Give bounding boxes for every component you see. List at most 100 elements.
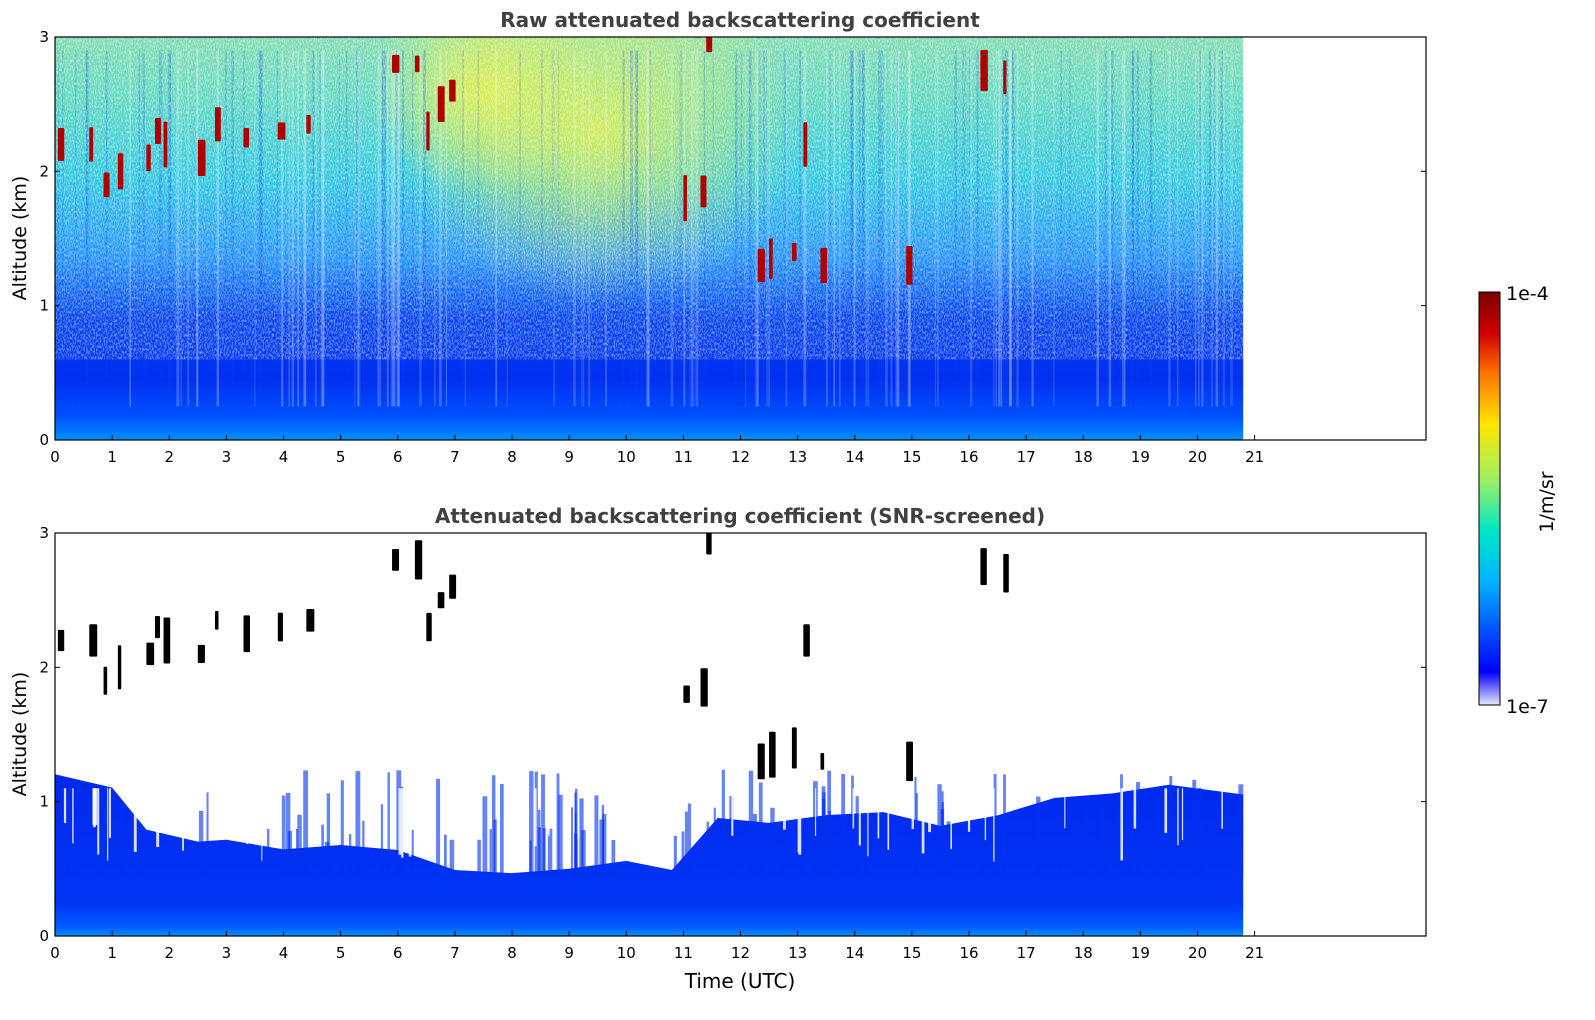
y-tick-label: 2 — [39, 162, 49, 180]
screened-gap — [370, 788, 373, 838]
boundary-layer-plume — [753, 813, 757, 876]
boundary-layer-plume — [73, 838, 79, 876]
screened-gap — [887, 788, 890, 850]
screened-gap — [431, 788, 434, 862]
boundary-layer-plume — [97, 826, 103, 876]
cloud-feature — [163, 121, 168, 168]
boundary-layer-plume — [914, 776, 917, 876]
y-tick-label: 0 — [39, 927, 49, 945]
x-tick-label: 8 — [507, 448, 517, 466]
screened-gap — [72, 788, 74, 844]
cloud-feature — [146, 144, 151, 172]
cloud-feature — [449, 79, 456, 102]
cloud-feature — [803, 122, 808, 167]
boundary-layer-plume — [267, 828, 270, 876]
cloud-feature — [57, 629, 65, 652]
x-tick-label: 17 — [1017, 448, 1036, 466]
x-tick-label: 21 — [1245, 944, 1264, 962]
boundary-layer-plume — [1003, 774, 1006, 876]
boundary-layer-plume — [1071, 820, 1077, 876]
boundary-layer-plume — [849, 835, 853, 876]
boundary-layer-plume — [602, 814, 607, 876]
screened-gap — [700, 788, 703, 829]
boundary-layer-plume — [915, 793, 918, 876]
boundary-layer-plume — [855, 796, 859, 876]
boundary-layer-plume — [713, 807, 716, 876]
boundary-layer-plume — [493, 819, 497, 876]
cloud-feature — [700, 668, 708, 707]
screened-gap — [398, 788, 402, 855]
cloud-feature — [820, 753, 825, 770]
boundary-layer-plume — [673, 835, 677, 876]
x-tick-label: 19 — [1131, 944, 1150, 962]
x-tick-label: 1 — [107, 448, 117, 466]
boundary-layer-plume — [537, 809, 541, 876]
cloud-feature — [197, 644, 205, 663]
x-tick-label: 14 — [845, 944, 864, 962]
screened-gap — [1164, 788, 1168, 833]
cloud-feature — [306, 114, 311, 134]
cloud-feature — [426, 612, 432, 642]
screened-gap — [798, 788, 802, 855]
screened-gap — [577, 788, 580, 840]
boundary-layer-plume — [684, 811, 688, 876]
boundary-layer-plume — [821, 786, 826, 876]
x-tick-label: 2 — [164, 448, 174, 466]
boundary-layer — [55, 774, 1244, 936]
boundary-layer-plume — [1238, 784, 1244, 876]
boundary-layer-plume — [1086, 801, 1089, 876]
boundary-layer-plume — [594, 795, 599, 876]
boundary-layer-plume — [574, 788, 578, 876]
boundary-layer-plume — [681, 831, 685, 876]
boundary-layer-plume — [748, 770, 754, 876]
x-tick-label: 0 — [50, 944, 60, 962]
heatmap-area — [55, 37, 1244, 440]
boundary-layer-plume — [1099, 804, 1105, 876]
x-axis-label: Time (UTC) — [684, 969, 796, 993]
cloud-feature — [103, 666, 108, 695]
cloud-feature — [820, 247, 828, 283]
screened-gap — [261, 788, 263, 861]
cloud-feature — [89, 624, 98, 657]
boundary-layer-plume — [827, 770, 832, 876]
boundary-layer-plume — [1192, 779, 1197, 876]
screened-gap — [630, 788, 633, 857]
screened-gap — [1221, 788, 1223, 829]
x-tick-label: 0 — [50, 448, 60, 466]
x-tick-label: 15 — [902, 448, 921, 466]
boundary-layer-plume — [482, 796, 488, 876]
boundary-layer-plume — [387, 772, 390, 876]
x-axis: 0 1 2 3 4 5 6 7 8 9 10 11 12 13 14 15 16 17 18 19 20 21 — [50, 931, 1264, 962]
boundary-layer-plume — [449, 839, 455, 876]
cloud-feature — [214, 611, 219, 630]
cloud-feature — [757, 743, 765, 780]
boundary-layer-plume — [443, 834, 447, 876]
boundary-layer-plume — [206, 792, 209, 876]
raw-backscatter-panel: Raw attenuated backscattering coefficien… — [9, 8, 1427, 466]
cloud-feature — [154, 118, 161, 145]
colorbar-max-label: 1e-4 — [1506, 283, 1549, 305]
boundary-layer-plume — [1169, 775, 1173, 876]
y-axis-label: Altitude (km) — [9, 672, 31, 797]
boundary-layer-plume — [281, 795, 286, 876]
x-tick-label: 9 — [564, 944, 574, 962]
y-tick-label: 1 — [39, 793, 49, 811]
cloud-feature — [700, 175, 707, 208]
cloud-feature — [414, 540, 423, 580]
x-tick-label: 1 — [107, 944, 117, 962]
cloud-feature — [277, 122, 286, 140]
screened-gap — [156, 788, 160, 847]
boundary-layer-plume — [1118, 806, 1121, 876]
boundary-layer-plume — [581, 830, 586, 876]
screened-gap — [877, 788, 880, 839]
colorbar-min-label: 1e-7 — [1506, 696, 1549, 718]
boundary-layer-plume — [1136, 782, 1141, 876]
boundary-layer-plume — [993, 773, 997, 876]
boundary-layer-plume — [362, 820, 365, 876]
boundary-layer-plume — [411, 829, 414, 876]
y-tick-label: 1 — [39, 297, 49, 315]
x-tick-label: 6 — [393, 944, 403, 962]
screened-gap — [1064, 788, 1066, 829]
screened-gap — [1120, 788, 1124, 861]
screened-gap — [475, 788, 477, 854]
